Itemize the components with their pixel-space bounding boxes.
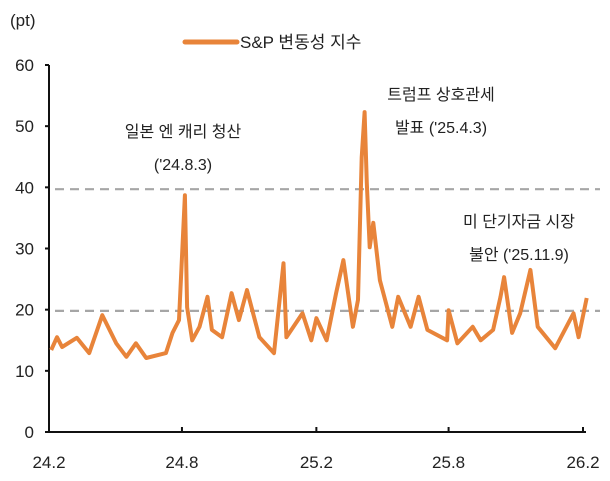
annotation-text: 미 단기자금 시장 xyxy=(463,213,575,231)
annotation-text: 트럼프 상호관세 xyxy=(387,86,495,104)
x-tick-label: 25.8 xyxy=(432,453,465,472)
annotation-money-market: 미 단기자금 시장 불안 ('25.11.9) xyxy=(463,213,575,264)
y-tick-label: 20 xyxy=(15,301,34,320)
annotation-text: 일본 엔 캐리 청산 xyxy=(125,123,242,141)
x-tick-label: 26.2 xyxy=(566,453,599,472)
annotation-tariff: 트럼프 상호관세 발표 ('25.4.3) xyxy=(387,86,495,137)
x-tick-label: 24.2 xyxy=(32,453,65,472)
series-line-sp-volatility xyxy=(49,110,589,360)
y-tick-label: 40 xyxy=(15,178,34,197)
legend: S&P 변동성 지수 xyxy=(182,33,361,52)
y-tick-label: 50 xyxy=(15,117,34,136)
annotation-date: 발표 ('25.4.3) xyxy=(395,119,487,137)
y-axis-unit-label: (pt) xyxy=(10,11,36,30)
legend-label: S&P 변동성 지수 xyxy=(240,33,361,52)
y-tick-label: 10 xyxy=(15,362,34,381)
y-tick-label: 60 xyxy=(15,56,34,75)
x-tick-label: 25.2 xyxy=(300,453,333,472)
y-tick-label: 30 xyxy=(15,240,34,259)
annotation-date: 불안 ('25.11.9) xyxy=(469,246,569,264)
annotation-date: ('24.8.3) xyxy=(154,157,212,174)
x-tick-label: 24.8 xyxy=(165,453,198,472)
y-tick-label: 0 xyxy=(25,423,34,442)
annotation-yen-carry: 일본 엔 캐리 청산 ('24.8.3) xyxy=(125,123,242,174)
